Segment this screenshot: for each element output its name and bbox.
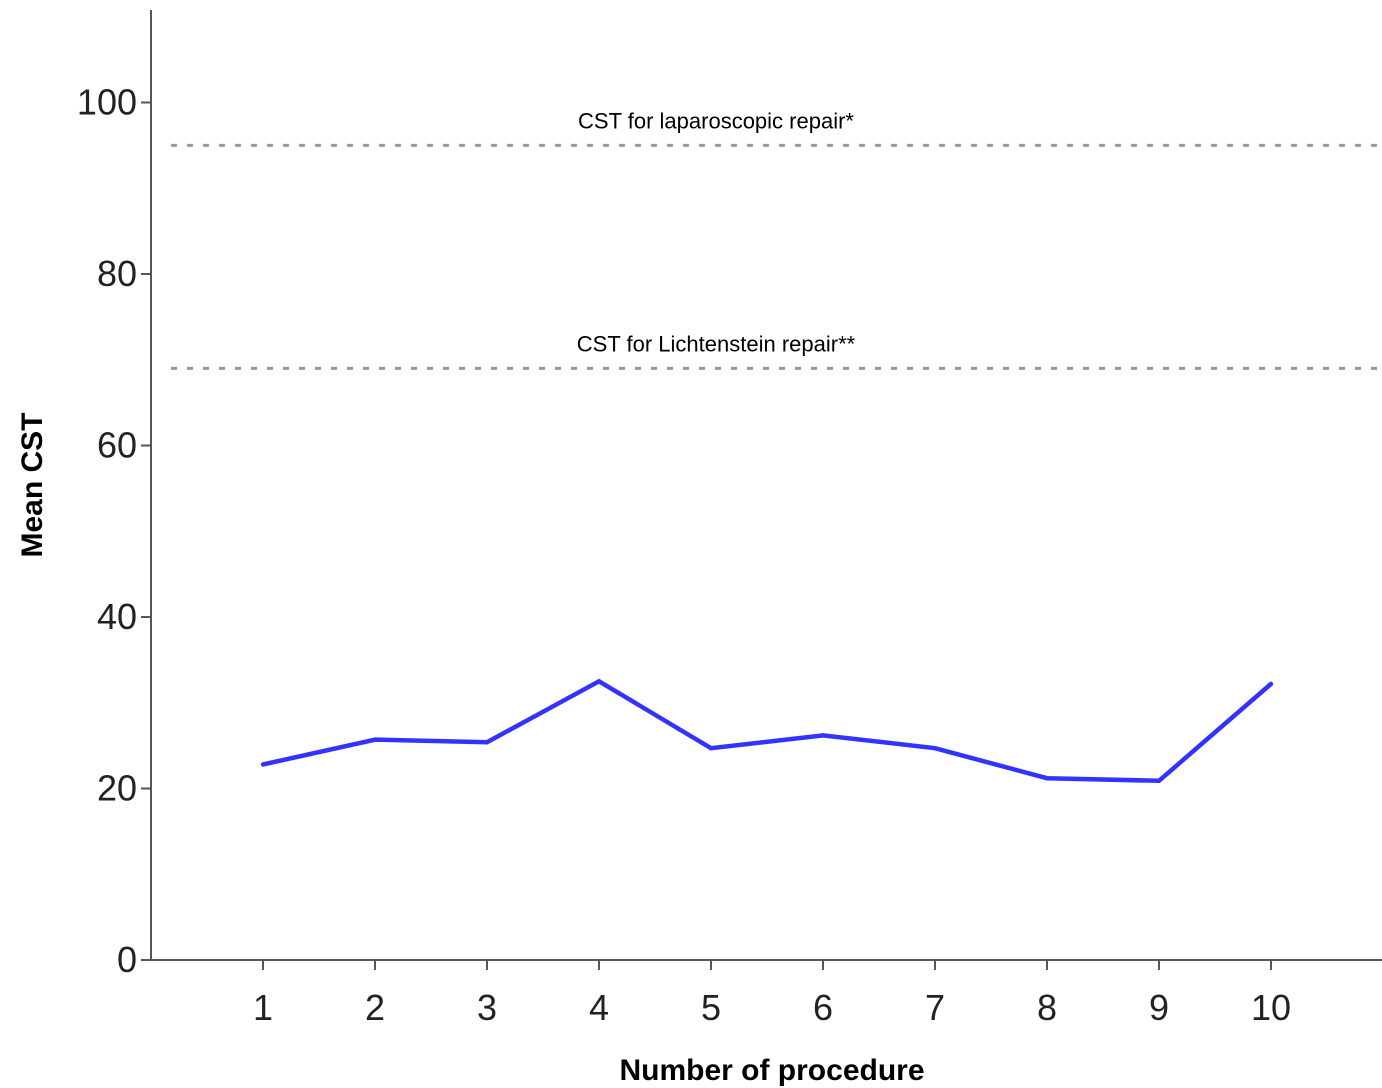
y-ticks: 0 20 40 60 80 100 (77, 82, 151, 980)
x-tick-label: 3 (477, 987, 497, 1028)
data-point (260, 762, 266, 767)
reference-line-label: CST for Lichtenstein repair** (577, 331, 856, 356)
data-point (932, 745, 938, 751)
x-tick-label: 2 (365, 987, 385, 1028)
data-point (484, 739, 490, 745)
y-axis-title: Mean CST (16, 412, 49, 557)
x-tick-label: 5 (701, 987, 721, 1028)
y-tick-label: 80 (97, 253, 137, 294)
y-tick-label: 40 (97, 596, 137, 637)
x-tick-label: 4 (589, 987, 609, 1028)
x-tick-label: 8 (1037, 987, 1057, 1028)
data-point (1044, 776, 1050, 781)
y-tick-label: 0 (117, 939, 137, 980)
x-tick-label: 6 (813, 987, 833, 1028)
data-point (372, 737, 378, 742)
reference-lines: CST for laparoscopic repair* CST for Lich… (171, 108, 1382, 370)
data-point (820, 733, 826, 738)
series-line (262, 678, 1273, 784)
x-axis-title: Number of procedure (619, 1054, 924, 1087)
y-tick-label: 100 (77, 82, 137, 123)
reference-line-label: CST for laparoscopic repair* (578, 108, 854, 133)
x-tick-label: 9 (1149, 987, 1169, 1028)
y-tick-label: 60 (97, 425, 137, 466)
x-tick-label: 10 (1251, 987, 1291, 1028)
x-ticks: 1 2 3 4 5 6 7 8 9 10 (253, 960, 1291, 1028)
series (260, 678, 1274, 784)
y-tick-label: 20 (97, 768, 137, 809)
data-point (596, 679, 602, 684)
x-tick-label: 7 (925, 987, 945, 1028)
x-tick-label: 1 (253, 987, 273, 1028)
data-point (708, 745, 714, 751)
axes (150, 10, 1382, 961)
data-point (1268, 681, 1274, 687)
data-point (1156, 778, 1162, 783)
